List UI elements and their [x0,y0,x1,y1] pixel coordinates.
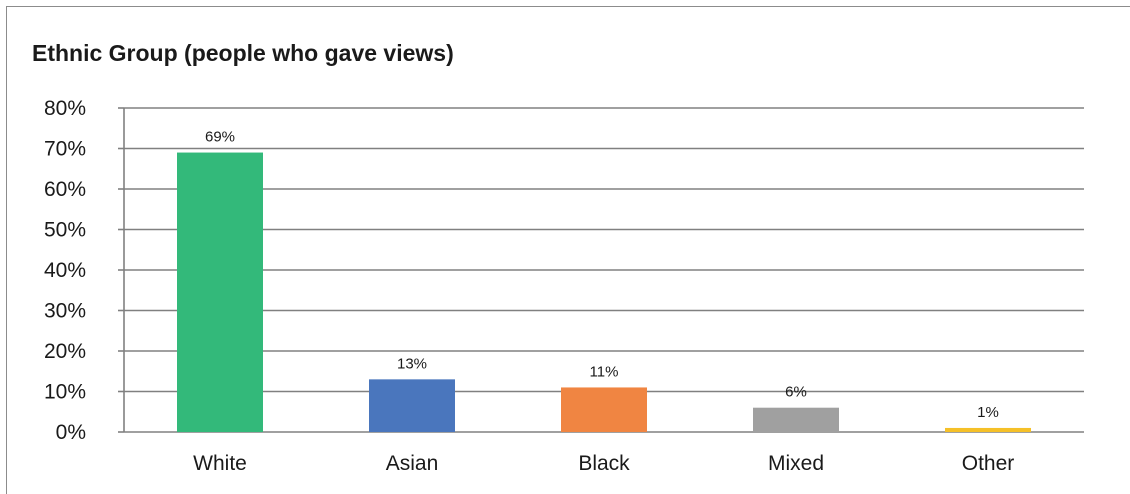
y-tick-label: 70% [44,138,86,161]
bars [177,152,1031,433]
data-label: 69% [205,129,235,146]
bar-black [561,387,647,432]
y-tick-label: 50% [44,219,86,242]
bar-other [945,427,1031,432]
chart-title: Ethnic Group (people who gave views) [32,40,454,66]
x-tick-label: Mixed [768,452,824,475]
y-tick-label: 60% [44,178,86,201]
bar-mixed [753,407,839,432]
y-tick-label: 40% [44,259,86,282]
data-label: 13% [397,355,427,372]
bar-asian [369,379,455,432]
y-tick-label: 30% [44,300,86,323]
x-tick-label: Other [962,452,1015,475]
data-label: 11% [590,363,619,380]
data-label: 6% [785,384,807,401]
x-tick-label: White [193,452,247,475]
gridlines [124,107,1084,393]
y-tick-label: 0% [56,421,86,444]
labels: 0% 10% 20% 30% 40% 50% 60% 70% 80% 69% White 13% Asi… [44,97,1014,475]
y-tick-label: 80% [44,97,86,120]
data-label: 1% [977,404,999,421]
y-tick-label: 20% [44,340,86,363]
bar-white [177,152,263,433]
x-tick-label: Asian [386,452,439,475]
y-tick-label: 10% [44,381,86,404]
chart-frame [6,6,1130,494]
x-tick-label: Black [578,452,630,475]
